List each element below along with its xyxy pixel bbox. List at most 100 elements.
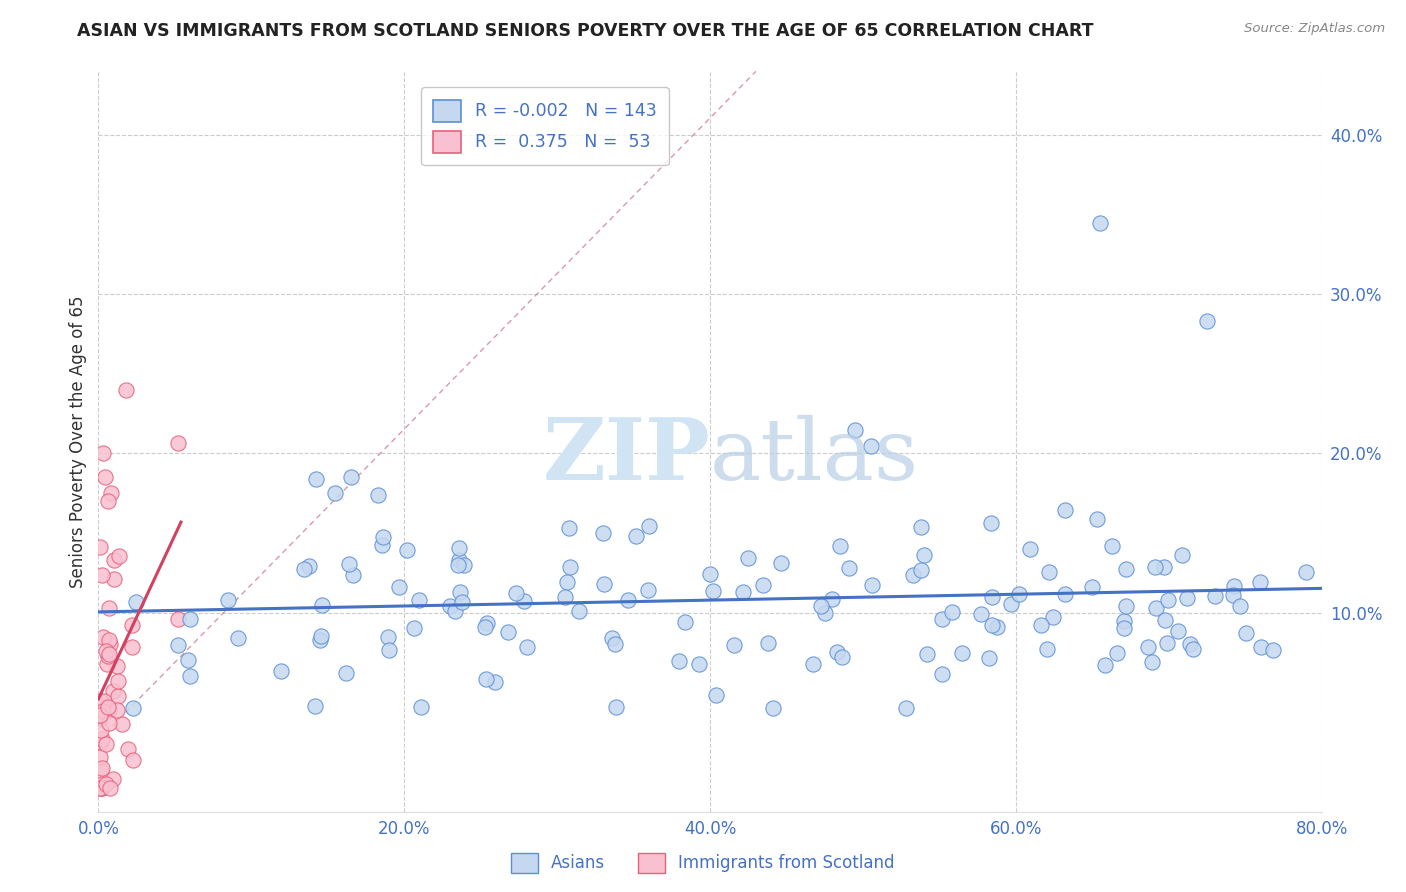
Point xyxy=(831,649,853,664)
Point xyxy=(90,764,112,778)
Point xyxy=(979,651,1001,665)
Point xyxy=(396,542,419,557)
Point xyxy=(1222,588,1244,602)
Point xyxy=(309,629,332,643)
Point xyxy=(1000,597,1022,611)
Point xyxy=(270,664,292,678)
Point xyxy=(90,777,112,791)
Point xyxy=(98,703,121,717)
Point xyxy=(453,558,475,572)
Point xyxy=(1195,314,1218,328)
Point xyxy=(605,700,627,714)
Point xyxy=(1181,641,1204,656)
Point xyxy=(516,640,538,655)
Point xyxy=(108,549,131,563)
Point xyxy=(637,583,659,598)
Point xyxy=(1105,646,1128,660)
Point xyxy=(97,700,120,714)
Point xyxy=(90,780,112,795)
Point xyxy=(97,647,120,661)
Point xyxy=(1115,562,1137,576)
Point xyxy=(91,446,114,460)
Point xyxy=(402,621,425,635)
Point xyxy=(93,694,115,708)
Point xyxy=(986,620,1008,634)
Point xyxy=(122,701,145,715)
Point xyxy=(1054,587,1077,601)
Point xyxy=(1053,503,1076,517)
Point xyxy=(1142,655,1164,669)
Point xyxy=(1156,636,1178,650)
Point xyxy=(217,592,239,607)
Point xyxy=(447,541,470,555)
Point xyxy=(89,750,111,764)
Point xyxy=(814,607,837,621)
Point xyxy=(90,780,112,795)
Point xyxy=(1029,618,1052,632)
Point xyxy=(1229,599,1251,613)
Point xyxy=(91,704,114,718)
Point xyxy=(371,538,394,552)
Point xyxy=(377,630,399,644)
Point xyxy=(309,633,332,648)
Point xyxy=(603,637,626,651)
Point xyxy=(1223,579,1246,593)
Point xyxy=(1261,643,1284,657)
Point xyxy=(1295,565,1317,579)
Point xyxy=(825,645,848,659)
Point xyxy=(1153,613,1175,627)
Point xyxy=(912,548,935,562)
Point xyxy=(1143,560,1166,574)
Point xyxy=(449,585,471,599)
Point xyxy=(1112,615,1135,629)
Point xyxy=(952,646,974,660)
Point xyxy=(554,590,576,604)
Point xyxy=(910,563,932,577)
Point xyxy=(1250,640,1272,655)
Point xyxy=(107,702,129,716)
Point xyxy=(103,772,125,786)
Point xyxy=(166,639,188,653)
Point xyxy=(1144,601,1167,615)
Point xyxy=(1094,657,1116,672)
Point xyxy=(1008,587,1031,601)
Point xyxy=(367,488,389,502)
Point xyxy=(1204,589,1226,603)
Point xyxy=(97,716,120,731)
Point xyxy=(176,653,198,667)
Point xyxy=(304,698,326,713)
Point xyxy=(1175,591,1198,605)
Point xyxy=(1167,624,1189,639)
Point xyxy=(378,643,401,657)
Point xyxy=(371,530,394,544)
Point xyxy=(593,577,616,591)
Point xyxy=(1157,593,1180,607)
Point xyxy=(107,674,129,689)
Text: ASIAN VS IMMIGRANTS FROM SCOTLAND SENIORS POVERTY OVER THE AGE OF 65 CORRELATION: ASIAN VS IMMIGRANTS FROM SCOTLAND SENIOR… xyxy=(77,22,1094,40)
Point xyxy=(94,738,117,752)
Point xyxy=(941,606,963,620)
Point xyxy=(624,529,647,543)
Point xyxy=(98,780,121,795)
Point xyxy=(970,607,993,621)
Point xyxy=(89,780,111,795)
Point xyxy=(821,591,844,606)
Legend: Asians, Immigrants from Scotland: Asians, Immigrants from Scotland xyxy=(505,847,901,880)
Point xyxy=(1112,621,1135,635)
Point xyxy=(751,578,773,592)
Point xyxy=(810,599,832,614)
Point xyxy=(105,658,128,673)
Point xyxy=(342,567,364,582)
Point xyxy=(838,561,860,575)
Point xyxy=(97,649,120,664)
Point xyxy=(93,470,115,484)
Point xyxy=(167,436,190,450)
Point xyxy=(90,734,112,748)
Point xyxy=(475,616,498,631)
Point xyxy=(411,700,433,714)
Point xyxy=(1170,548,1192,562)
Point xyxy=(97,601,120,615)
Point xyxy=(388,580,411,594)
Point xyxy=(167,612,190,626)
Point xyxy=(1115,599,1137,614)
